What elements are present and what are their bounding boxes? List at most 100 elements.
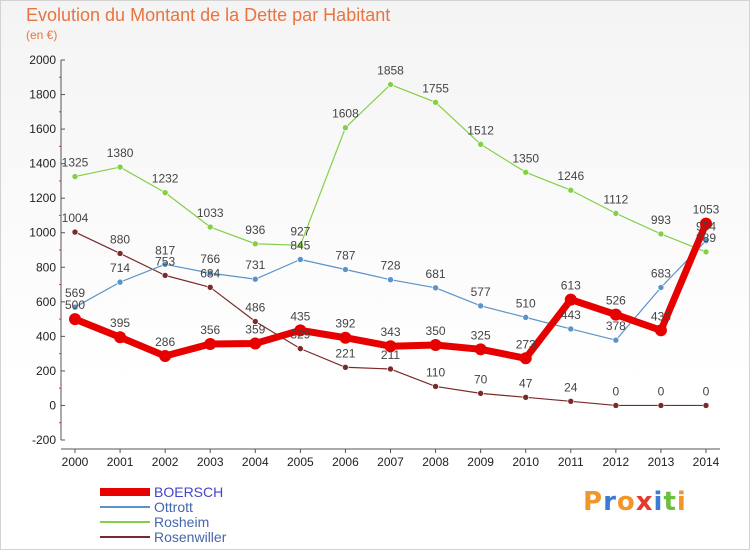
data-label-rosenwiller: 47 — [519, 376, 533, 390]
data-point-rosheim — [161, 189, 169, 196]
x-tick-label: 2001 — [107, 455, 134, 469]
data-label-rosenwiller: 684 — [200, 266, 220, 280]
data-label-boersch: 1053 — [693, 203, 720, 217]
data-label-rosheim: 1512 — [467, 123, 494, 137]
data-point-ottrott — [477, 302, 484, 310]
data-label-ottrott: 714 — [110, 261, 130, 275]
data-label-ottrott: 681 — [426, 267, 446, 281]
data-label-ottrott: 766 — [200, 252, 220, 266]
data-label-ottrott: 728 — [380, 259, 400, 273]
data-label-boersch: 435 — [290, 309, 310, 323]
data-point-rosheim — [432, 99, 439, 106]
legend-label-ottrott: Ottrott — [154, 499, 193, 515]
data-point-rosenwiller — [567, 398, 575, 405]
data-point-rosenwiller — [206, 284, 214, 291]
x-tick-label: 2013 — [648, 455, 675, 469]
x-tick-label: 2004 — [242, 455, 269, 469]
data-point-rosenwiller — [522, 394, 530, 401]
data-label-rosheim: 1380 — [107, 146, 134, 160]
data-label-rosenwiller: 221 — [335, 346, 355, 360]
data-point-rosenwiller — [161, 272, 169, 279]
data-point-ottrott — [251, 275, 259, 283]
data-point-ottrott — [161, 261, 169, 268]
data-point-rosheim — [206, 223, 214, 231]
data-label-boersch: 325 — [471, 328, 491, 342]
data-label-ottrott: 378 — [606, 319, 626, 333]
data-label-boersch: 395 — [110, 316, 130, 330]
data-label-boersch: 356 — [200, 323, 220, 337]
y-tick-label: -200 — [32, 433, 56, 447]
data-point-rosheim — [387, 81, 394, 88]
legend-label-rosheim: Rosheim — [154, 514, 209, 530]
data-point-rosenwiller — [342, 363, 349, 371]
y-tick-label: 1200 — [29, 191, 56, 205]
y-tick-label: 1800 — [29, 88, 56, 102]
data-point-rosenwiller — [477, 390, 484, 397]
data-point-rosenwiller — [657, 402, 665, 409]
data-label-rosenwiller: 0 — [658, 384, 665, 398]
data-point-ottrott — [387, 276, 394, 284]
y-tick-label: 1400 — [29, 157, 56, 171]
x-tick-label: 2007 — [377, 455, 404, 469]
x-tick-label: 2006 — [332, 455, 359, 469]
data-point-rosenwiller — [432, 383, 439, 390]
data-point-rosheim — [477, 140, 484, 148]
data-point-ottrott — [297, 256, 304, 263]
data-label-rosheim: 1858 — [377, 64, 404, 78]
y-tick-label: 800 — [36, 260, 56, 274]
data-label-ottrott: 954 — [696, 220, 716, 234]
data-label-ottrott: 787 — [335, 249, 355, 263]
data-point-boersch — [249, 337, 262, 350]
data-point-ottrott — [657, 284, 665, 291]
y-tick-label: 2000 — [29, 53, 56, 67]
data-label-rosheim: 1350 — [512, 151, 539, 165]
y-tick-label: 1600 — [29, 122, 56, 136]
data-label-rosenwiller: 110 — [426, 365, 445, 379]
data-point-rosheim — [657, 230, 665, 238]
proxiti-logo: Proxiti — [583, 487, 687, 517]
legend-label-rosenwiller: Rosenwiller — [154, 529, 227, 545]
data-label-rosheim: 927 — [290, 224, 310, 238]
data-label-boersch: 435 — [651, 309, 671, 323]
data-label-ottrott: 569 — [65, 286, 85, 300]
x-tick-label: 2005 — [287, 455, 314, 469]
x-tick-label: 2011 — [558, 455, 584, 469]
y-tick-label: 400 — [36, 329, 56, 343]
chart-title: Evolution du Montant de la Dette par Hab… — [26, 5, 391, 25]
data-point-ottrott — [206, 269, 214, 277]
data-label-rosheim: 993 — [651, 213, 671, 227]
data-label-ottrott: 443 — [561, 308, 581, 322]
y-tick-label: 0 — [49, 398, 56, 412]
data-label-rosenwiller: 0 — [703, 384, 710, 398]
data-point-rosenwiller — [297, 345, 304, 352]
data-label-rosenwiller: 0 — [613, 384, 620, 398]
data-point-rosenwiller — [387, 365, 394, 373]
x-tick-label: 2009 — [467, 455, 494, 469]
data-label-rosheim: 1112 — [603, 192, 628, 206]
x-tick-label: 2000 — [62, 455, 89, 469]
data-point-boersch — [384, 340, 397, 353]
data-label-boersch: 350 — [426, 324, 446, 338]
data-point-ottrott — [342, 266, 349, 273]
data-point-ottrott — [432, 284, 439, 292]
data-label-rosenwiller: 753 — [155, 254, 175, 268]
x-tick-label: 2008 — [422, 455, 449, 469]
data-point-rosheim — [342, 124, 349, 132]
data-label-ottrott: 577 — [471, 285, 491, 299]
data-point-rosheim — [71, 173, 79, 180]
data-point-rosheim — [702, 248, 710, 256]
data-label-rosheim: 1232 — [152, 172, 179, 186]
data-label-ottrott: 510 — [516, 296, 536, 310]
data-point-rosenwiller — [251, 318, 259, 325]
data-label-boersch: 273 — [516, 337, 536, 351]
data-point-boersch — [700, 217, 712, 230]
data-label-rosenwiller: 329 — [290, 328, 310, 342]
data-point-boersch — [339, 331, 352, 344]
data-point-boersch — [609, 308, 622, 321]
y-tick-label: 200 — [36, 364, 56, 378]
data-label-rosenwiller: 1004 — [62, 211, 89, 225]
y-tick-label: 600 — [36, 295, 56, 309]
data-label-boersch: 343 — [380, 325, 400, 339]
